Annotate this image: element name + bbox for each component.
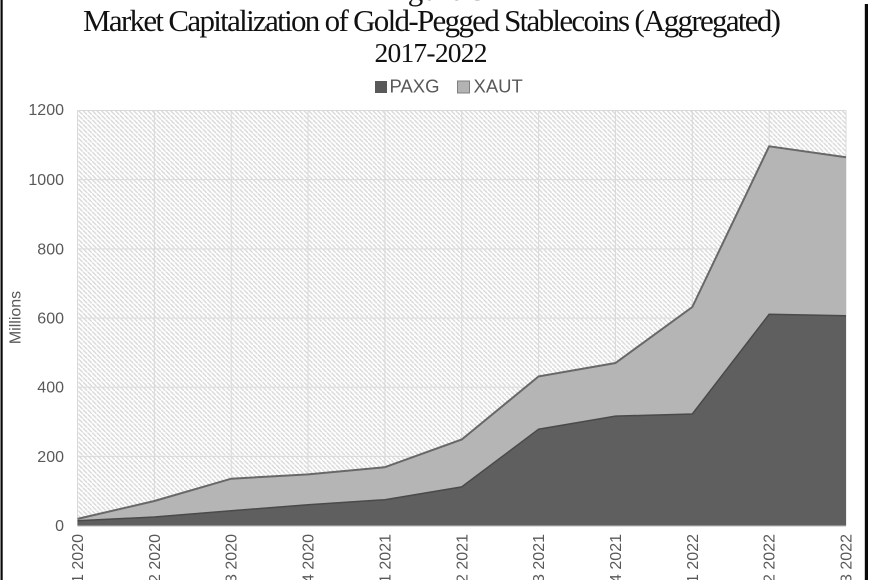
- svg-text:Q4 2021: Q4 2021: [608, 534, 625, 580]
- svg-text:Q3 2020: Q3 2020: [224, 534, 241, 580]
- svg-text:600: 600: [37, 311, 64, 328]
- svg-text:Q3 2021: Q3 2021: [531, 534, 548, 580]
- svg-text:800: 800: [37, 241, 64, 258]
- svg-text:400: 400: [37, 380, 64, 397]
- svg-text:2017-2022: 2017-2022: [375, 37, 488, 68]
- svg-text:200: 200: [37, 449, 64, 466]
- svg-text:XAUT: XAUT: [474, 76, 523, 97]
- svg-text:Figure 5: Figure 5: [382, 0, 486, 7]
- svg-text:Q1 2022: Q1 2022: [685, 534, 702, 580]
- svg-text:Q2 2020: Q2 2020: [147, 534, 164, 580]
- svg-text:Q1 2021: Q1 2021: [377, 534, 394, 580]
- svg-text:Millions: Millions: [8, 291, 25, 344]
- svg-text:Market Capitalization of Gold-: Market Capitalization of Gold-Pegged Sta…: [83, 3, 781, 38]
- svg-text:1200: 1200: [28, 102, 64, 119]
- svg-text:Q3 2022: Q3 2022: [839, 534, 856, 580]
- svg-text:1000: 1000: [28, 172, 64, 189]
- svg-text:Q4 2020: Q4 2020: [301, 534, 318, 580]
- svg-text:0: 0: [55, 518, 64, 535]
- svg-text:Q1 2020: Q1 2020: [70, 534, 87, 580]
- svg-text:Q2 2021: Q2 2021: [454, 534, 471, 580]
- svg-text:PAXG: PAXG: [390, 76, 440, 97]
- svg-text:Q2 2022: Q2 2022: [762, 534, 779, 580]
